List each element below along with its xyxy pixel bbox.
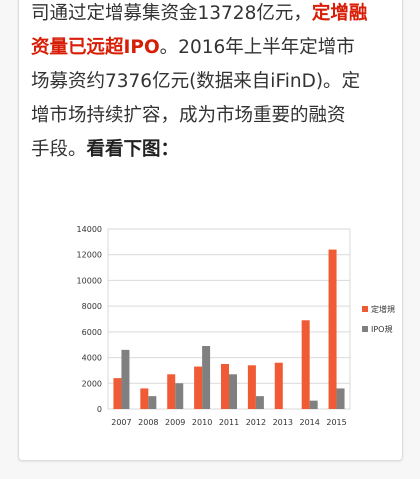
line1-highlight: 定增融: [311, 3, 368, 24]
bar: [221, 364, 229, 409]
x-tick-label: 2013: [273, 418, 293, 427]
bar: [336, 388, 345, 409]
x-tick-label: 2011: [219, 418, 239, 427]
y-tick-label: 8000: [82, 302, 102, 311]
y-tick-label: 14000: [77, 225, 102, 234]
x-tick-label: 2008: [138, 418, 158, 427]
paragraph-line-5: 手段。看看下图：: [31, 133, 393, 167]
bar: [247, 365, 256, 409]
bar: [328, 249, 337, 409]
paragraph-line-1: 司通过定增募集资金13728亿元，定增融: [31, 0, 393, 31]
y-tick-label: 4000: [82, 354, 102, 363]
y-tick-label: 2000: [82, 379, 102, 388]
bar: [202, 346, 211, 409]
legend-label: IPO規: [371, 324, 392, 334]
x-tick-label: 2009: [165, 418, 185, 427]
line2-text: 。2016年上半年定增市: [159, 37, 355, 58]
line1-text: 司通过定增募集资金13728亿元，: [31, 3, 312, 24]
bar: [274, 362, 283, 409]
article-paragraph: 司通过定增募集资金13728亿元，定增融 资量已远超IPO。2016年上半年定增…: [31, 0, 393, 167]
bar: [167, 374, 176, 409]
bar: [140, 388, 149, 409]
legend-swatch: [362, 326, 368, 332]
x-tick-label: 2007: [111, 418, 131, 427]
x-tick-label: 2010: [192, 418, 212, 427]
y-tick-label: 0: [97, 405, 102, 414]
legend-swatch: [362, 306, 368, 312]
line5-text: 手段。: [31, 139, 87, 160]
y-tick-label: 10000: [77, 276, 102, 285]
paragraph-line-4: 增市场持续扩容，成为市场重要的融资: [31, 105, 346, 126]
bar: [113, 378, 122, 409]
bar: [229, 374, 237, 409]
bar: [148, 396, 157, 409]
legend-label: 定增規: [371, 304, 395, 314]
bar: [194, 366, 203, 409]
paragraph-line-2: 资量已远超IPO。2016年上半年定增市: [31, 31, 393, 65]
line5-bold: 看看下图：: [86, 139, 180, 160]
bar: [121, 349, 130, 409]
bar: [175, 383, 184, 409]
paragraph-line-3: 场募资约7376亿元(数据来自iFinD)。定: [31, 71, 361, 92]
bar: [309, 400, 318, 409]
x-tick-label: 2012: [246, 418, 266, 427]
x-tick-label: 2015: [326, 418, 346, 427]
y-tick-label: 12000: [77, 251, 102, 260]
x-tick-label: 2014: [299, 418, 319, 427]
bar-chart: 0 2000 4000 6000 8000 10000 12000 14000 2007 2008…: [77, 225, 395, 427]
line2-highlight: 资量已远超IPO: [31, 37, 160, 58]
bar: [301, 320, 310, 409]
article-card: 司通过定增募集资金13728亿元，定增融 资量已远超IPO。2016年上半年定增…: [18, 0, 403, 461]
bar: [255, 396, 264, 409]
y-tick-label: 6000: [82, 328, 102, 337]
